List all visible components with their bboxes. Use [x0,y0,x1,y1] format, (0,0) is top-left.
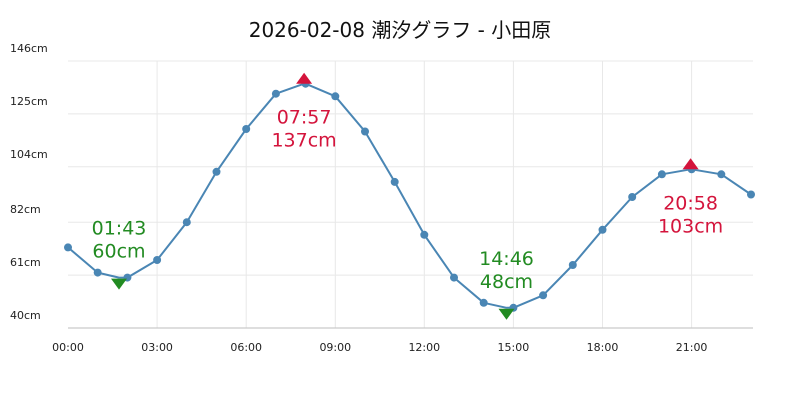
y-axis-label-82: 82cm [10,203,41,216]
low-tide-marker-1446 [498,308,515,320]
high-tide-marker-0757 [296,72,313,84]
x-axis-label-6: 06:00 [230,341,262,354]
data-point-hour-10 [361,127,369,136]
x-axis-label-15: 15:00 [498,341,530,354]
y-axis-label-146: 146cm [10,42,48,55]
low-tide-height-label-1446: 48cm [480,271,533,293]
x-axis-label-0: 00:00 [52,341,84,354]
data-point-hour-14 [479,298,488,307]
high-tide-time-label-2058: 20:58 [663,192,718,214]
high-tide-marker-2058 [682,158,699,170]
data-point-hour-22 [717,170,726,179]
y-axis-label-104: 104cm [10,148,48,161]
data-point-hour-5 [212,167,221,176]
low-tide-time-label-0143: 01:43 [92,218,147,240]
high-tide-height-label-2058: 103cm [658,215,723,237]
low-tide-time-label-1446: 14:46 [479,248,534,270]
data-point-hour-4 [182,218,191,227]
data-point-hour-9 [331,92,340,101]
data-point-hour-19 [628,193,637,201]
y-axis-label-125: 125cm [10,95,48,108]
data-point-hour-18 [598,225,607,234]
x-axis-label-18: 18:00 [587,341,619,354]
data-point-hour-13 [450,273,458,282]
data-point-hour-16 [539,291,548,300]
high-tide-time-label-0757: 07:57 [277,107,332,129]
chart-title: 2026-02-08 潮汐グラフ - 小田原 [248,18,552,42]
data-point-hour-7 [271,89,280,98]
data-point-hour-17 [568,261,577,269]
data-point-hour-0 [64,243,72,252]
data-point-hour-20 [657,170,666,179]
data-point-hour-6 [242,125,251,133]
x-axis-label-21: 21:00 [676,341,708,354]
x-axis-label-12: 12:00 [408,341,440,354]
low-tide-height-label-0143: 60cm [92,241,145,263]
data-point-hour-3 [153,256,162,264]
data-point-hour-11 [390,177,399,186]
data-point-hour-1 [93,268,102,277]
x-axis-label-9: 09:00 [319,341,351,354]
low-tide-marker-0143 [111,278,127,290]
data-point-hour-12 [420,230,429,239]
y-axis-label-40: 40cm [10,309,41,322]
x-axis-label-3: 03:00 [141,341,173,354]
y-axis-label-61: 61cm [10,256,41,269]
tide-line [67,82,752,309]
high-tide-height-label-0757: 137cm [271,130,336,152]
data-point-hour-23 [747,190,755,199]
